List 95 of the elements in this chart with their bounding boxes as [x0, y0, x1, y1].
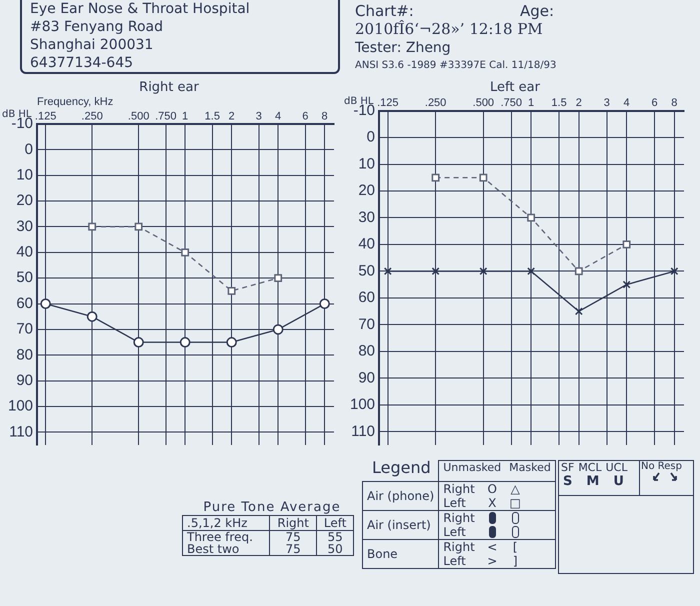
y-tick-label: 20 — [358, 182, 376, 200]
x-tick-label: .500 — [472, 97, 494, 110]
text: Tester: Zheng — [355, 40, 451, 56]
text: SF — [561, 461, 574, 474]
x-tick-label: 4 — [624, 97, 630, 110]
x-tick-label: 2 — [228, 110, 235, 122]
text: Left — [443, 496, 467, 510]
text: .5,1,2 kHz — [182, 516, 270, 530]
x-tick-label: 1.5 — [551, 97, 567, 110]
y-tick-label: 60 — [358, 289, 376, 306]
text: Left — [443, 524, 467, 538]
text: Air (phone) — [362, 481, 439, 510]
text: □ — [508, 496, 522, 510]
text: Legend — [372, 458, 431, 477]
x-tick-label: 6 — [302, 110, 308, 122]
x-tick-label: 8 — [671, 97, 678, 110]
text: Right — [270, 516, 317, 530]
text: Pure Tone Average — [202, 500, 342, 515]
text: 75 — [284, 530, 302, 544]
text: 64377134-645 — [30, 54, 134, 72]
text: Right — [443, 540, 476, 554]
x-tick-label: 1.5 — [204, 110, 220, 122]
y-tick-label: 40 — [358, 236, 376, 253]
y-tick-label: 80 — [16, 346, 34, 364]
y-tick-label: 90 — [16, 372, 34, 389]
text: ANSI S3.6 -1989 #33397E Cal. 11/18/93 — [355, 60, 556, 71]
text: Left — [443, 554, 467, 568]
text: M — [586, 474, 600, 489]
text: S — [563, 474, 572, 489]
text: UCL — [606, 461, 628, 474]
text: ] — [512, 554, 519, 568]
text: Eye Ear Nose & Throat Hospital — [30, 0, 251, 18]
text: < — [486, 540, 498, 554]
y-tick-label: 70 — [16, 320, 34, 338]
x-tick-label: .750 — [500, 97, 522, 110]
text: 2010fÎ6‘¬28»’ 12:18 PM — [355, 20, 543, 38]
y-tick-label: 30 — [358, 208, 376, 226]
x-tick-label: 2 — [576, 97, 582, 110]
text: Bone — [362, 539, 439, 568]
text: Age: — [520, 2, 554, 20]
x-tick-label: 1 — [528, 97, 534, 110]
x-tick-label: .250 — [81, 110, 103, 122]
chart-title: Left ear — [490, 80, 541, 96]
x-tick-label: .750 — [155, 110, 177, 122]
y-tick-label: 100 — [350, 396, 376, 414]
y-tick-label: 40 — [16, 244, 34, 261]
y-tick-label: 110 — [9, 423, 34, 440]
x-tick-label: 1 — [182, 110, 188, 122]
y-tick-label: 20 — [16, 192, 34, 210]
y-tick-label: 60 — [16, 294, 34, 312]
text: 55 — [326, 530, 344, 544]
text: △ — [510, 482, 521, 496]
text: U — [613, 474, 624, 489]
y-tick-label: 50 — [358, 262, 376, 280]
x-tick-label: 4 — [275, 110, 282, 122]
text: > — [486, 554, 498, 568]
y-tick-label: 50 — [16, 269, 34, 286]
text: Air (insert) — [362, 510, 439, 539]
text: [ — [512, 540, 519, 554]
text: No Resp — [641, 461, 682, 472]
y-tick-label: 90 — [358, 369, 376, 386]
text: Best two — [187, 542, 240, 556]
x-tick-label: .125 — [377, 97, 399, 110]
y-tick-label: 0 — [24, 140, 34, 158]
text: Shanghai 200031 — [30, 36, 154, 54]
y-tick-label: 110 — [351, 422, 376, 440]
x-tick-label: 6 — [651, 97, 658, 110]
y-tick-label: 80 — [358, 342, 376, 360]
x-axis-title: Frequency, kHz — [37, 96, 114, 108]
text: Unmasked — [443, 461, 502, 474]
text: Right — [443, 482, 476, 496]
text: Right — [443, 510, 476, 524]
y-tick-label: 100 — [8, 398, 34, 415]
text: Three freq. — [187, 530, 254, 544]
x-tick-label: .125 — [34, 110, 56, 122]
text: Masked — [509, 461, 551, 474]
chart-title: Right ear — [139, 80, 200, 96]
x-tick-label: .500 — [128, 110, 150, 122]
text: Chart#: — [355, 2, 414, 20]
text: 50 — [326, 542, 344, 556]
text: O — [486, 482, 498, 496]
x-tick-label: 3 — [604, 97, 610, 110]
y-tick-label: 10 — [358, 155, 376, 172]
text: Left — [316, 516, 354, 530]
text: 75 — [284, 542, 302, 556]
x-tick-label: .250 — [424, 97, 446, 110]
x-tick-label: 3 — [256, 110, 262, 122]
text: MCL — [578, 461, 602, 474]
x-tick-label: 8 — [322, 110, 328, 122]
y-tick-label: 0 — [366, 128, 376, 146]
text: X — [487, 496, 498, 510]
y-tick-label: 70 — [358, 316, 376, 333]
y-tick-label: 10 — [16, 166, 34, 184]
y-tick-label: 30 — [16, 218, 34, 235]
text: #83 Fenyang Road — [30, 18, 164, 36]
